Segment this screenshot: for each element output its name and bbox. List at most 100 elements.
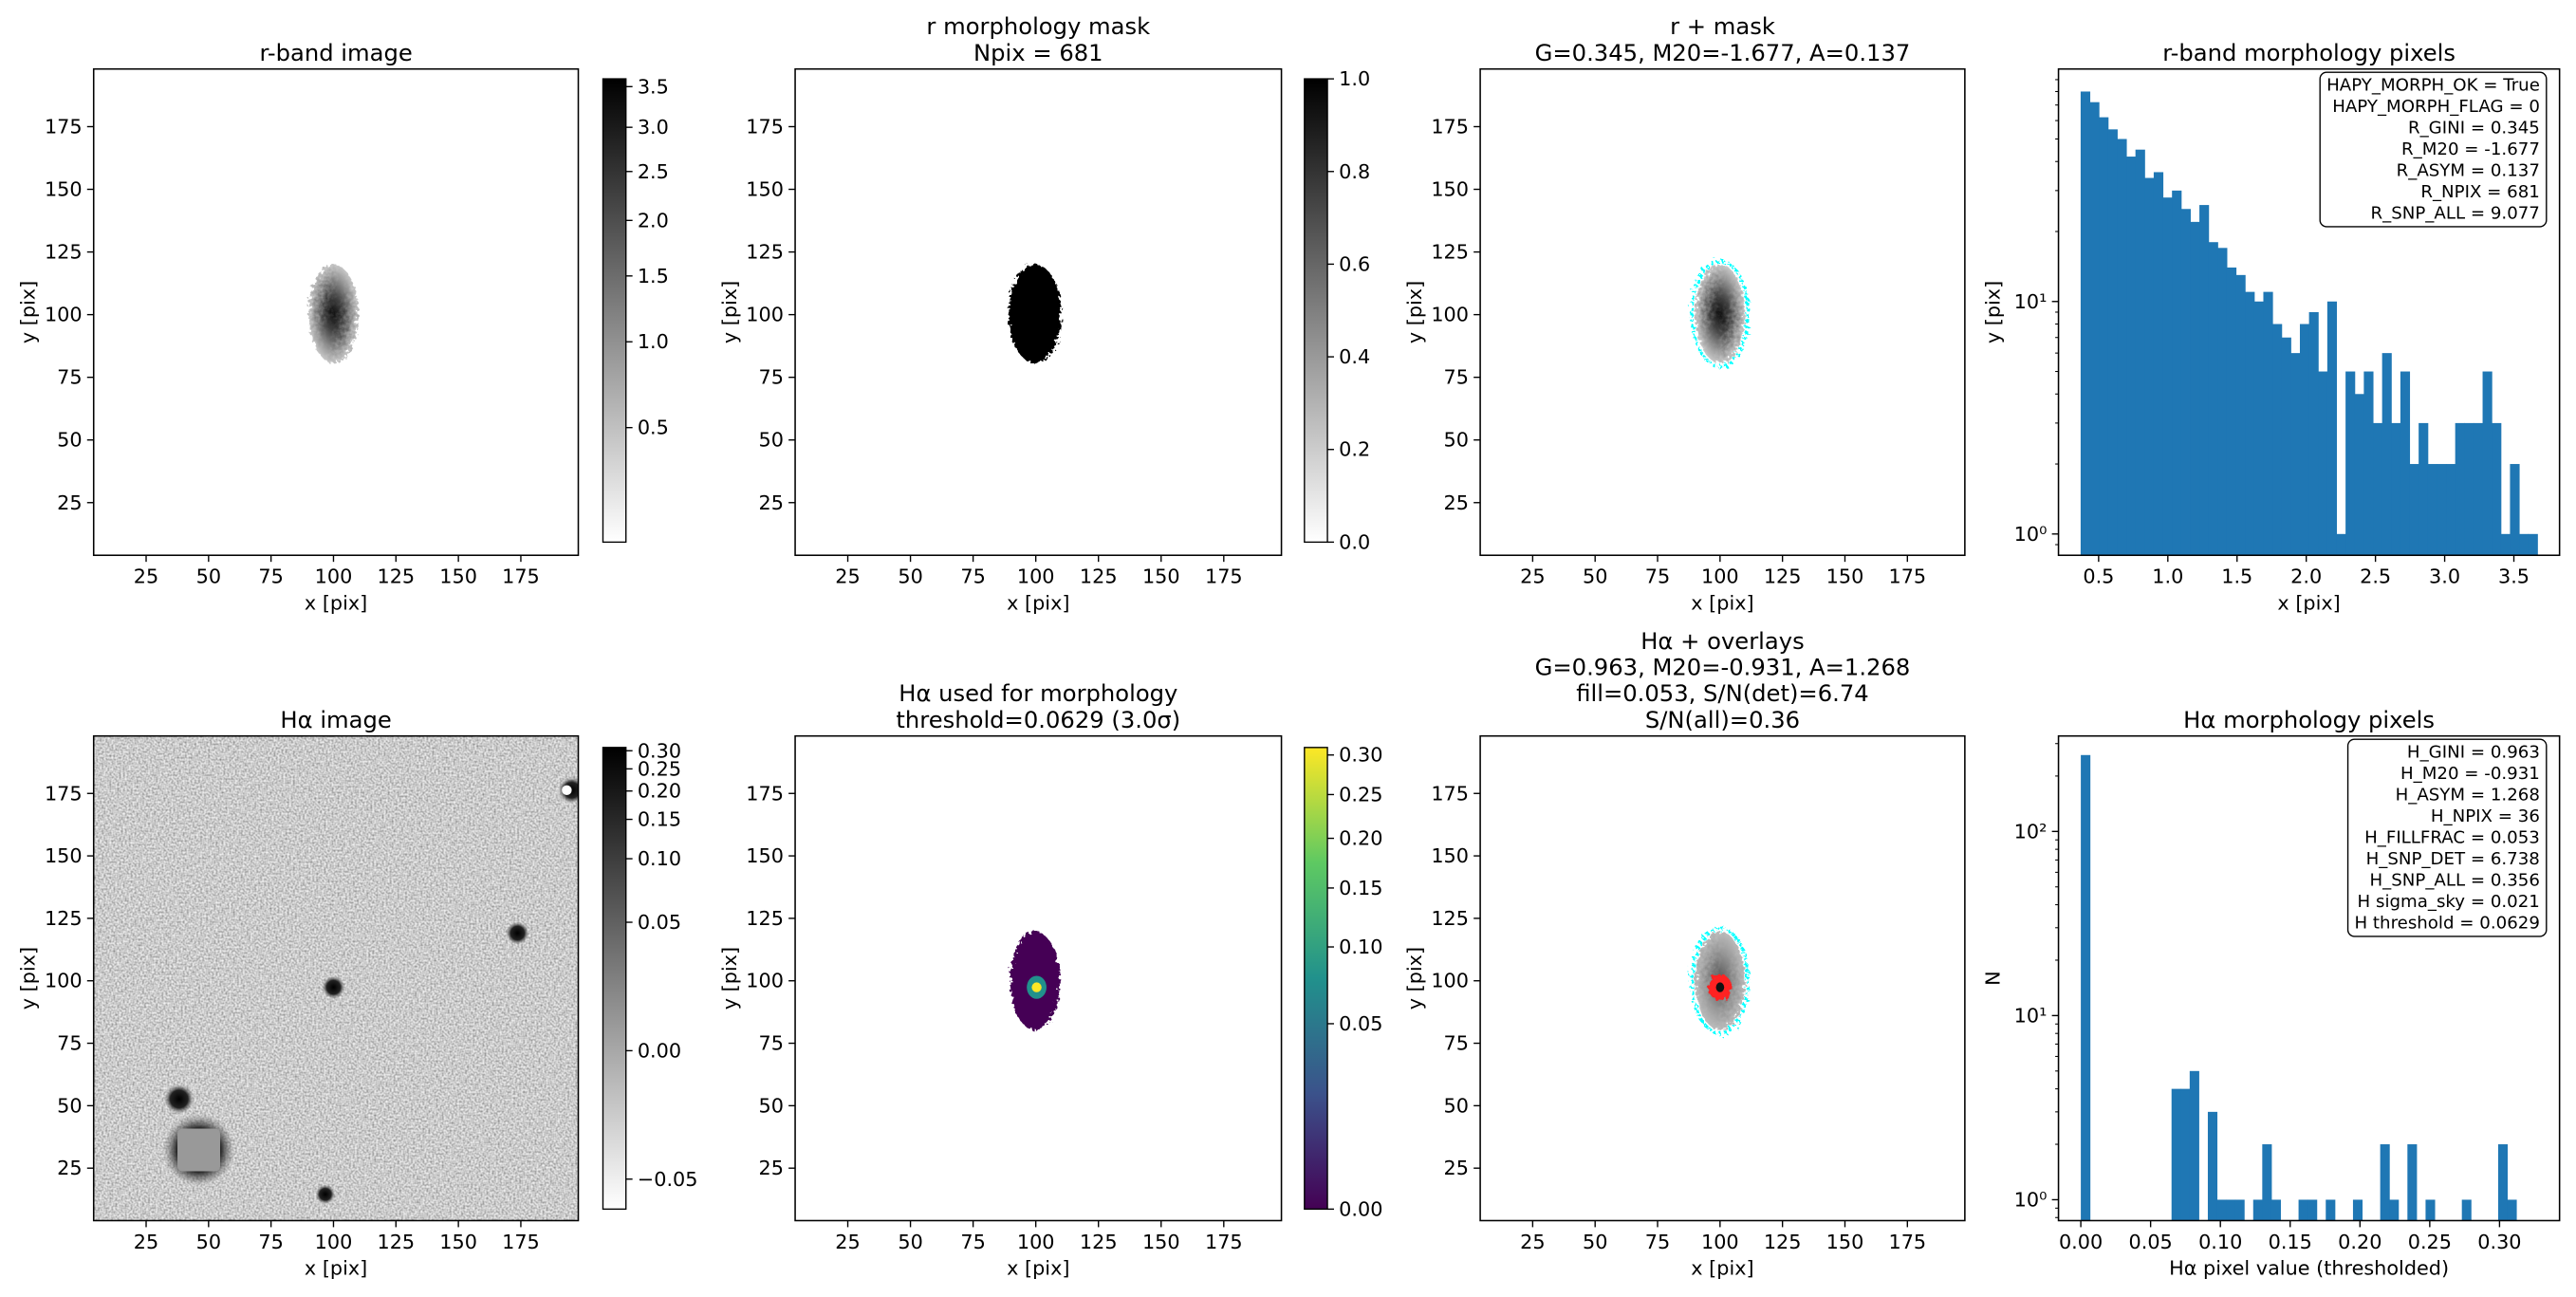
colorbar xyxy=(602,78,627,544)
y-tick-label: 50 xyxy=(758,429,783,452)
y-tick-label: 150 xyxy=(1431,178,1469,201)
bar xyxy=(2373,422,2383,556)
bar xyxy=(2081,754,2091,1221)
colorbar-tick-label: 0.30 xyxy=(1339,744,1382,767)
colorbar-tick-label: 0.0 xyxy=(1339,530,1370,553)
colorbar-tick-label: 0.15 xyxy=(638,808,681,831)
detection-core xyxy=(1715,982,1725,992)
panel-title: r-band image xyxy=(259,39,412,66)
y-tick-label: 100 xyxy=(45,970,83,992)
y-axis-label: y [pix] xyxy=(16,947,39,1010)
bar xyxy=(2318,371,2328,556)
colorbar-tick-label: 2.0 xyxy=(638,209,669,232)
bar xyxy=(2427,464,2437,556)
x-tick-label: 75 xyxy=(1645,565,1670,588)
annotation-line: R_GINI = 0.345 xyxy=(2408,119,2540,139)
y-tick-label: 175 xyxy=(1431,782,1469,805)
x-tick-label: 75 xyxy=(960,1231,985,1253)
colorbar-tick-label: 2.5 xyxy=(638,160,669,183)
y-axis-label: y [pix] xyxy=(1981,281,2004,343)
colorbar-tick-label: 0.05 xyxy=(638,911,681,934)
annotation-line: R_ASYM = 0.137 xyxy=(2397,161,2540,181)
bar xyxy=(2099,117,2109,556)
bar xyxy=(2272,324,2283,556)
annotation-line: H sigma_sky = 0.021 xyxy=(2358,892,2540,912)
colorbar-tick-label: 1.0 xyxy=(638,330,669,353)
bar xyxy=(2409,464,2419,556)
bar xyxy=(2216,1199,2227,1221)
panel-title: Npix = 681 xyxy=(973,39,1103,66)
x-tick-label: 0.05 xyxy=(2129,1231,2173,1253)
bar xyxy=(2307,1199,2318,1221)
y-tick-label: 75 xyxy=(1444,366,1469,389)
y-axis-label: N xyxy=(1981,971,2004,986)
bar xyxy=(2400,371,2411,556)
bar xyxy=(2235,274,2246,556)
y-tick-label: 175 xyxy=(746,115,784,138)
y-tick-label: 25 xyxy=(57,491,82,514)
bar xyxy=(2180,1088,2191,1221)
panel-title: Hα used for morphology xyxy=(899,679,1177,707)
y-tick-label: 75 xyxy=(57,366,82,389)
panel-title: G=0.963, M20=-0.931, A=1.268 xyxy=(1535,653,1911,680)
bar xyxy=(2528,533,2538,556)
bright-core xyxy=(1031,982,1042,992)
bar xyxy=(2425,1199,2436,1221)
y-tick-label: 50 xyxy=(57,1094,82,1117)
bar xyxy=(2507,1199,2517,1221)
x-tick-label: 150 xyxy=(439,565,477,588)
bar xyxy=(2153,172,2164,556)
bar xyxy=(2380,1144,2390,1221)
y-tick-label: 50 xyxy=(1444,1094,1469,1117)
bar xyxy=(2418,422,2429,556)
colorbar xyxy=(1304,78,1328,544)
bar xyxy=(2363,371,2374,556)
panel-title: Hα image xyxy=(280,706,391,733)
x-axis-label: x [pix] xyxy=(1691,591,1753,614)
bar xyxy=(2144,177,2155,556)
y-axis-label: y [pix] xyxy=(1403,947,1426,1010)
bar xyxy=(2281,337,2291,556)
source xyxy=(164,1084,195,1114)
annotation-line: H_FILLFRAC = 0.053 xyxy=(2364,828,2540,848)
bar xyxy=(2162,197,2173,556)
y-tick-label: 10¹ xyxy=(2014,290,2048,313)
y-tick-label: 125 xyxy=(746,241,784,264)
y-tick-label: 150 xyxy=(746,178,784,201)
y-axis-label: y [pix] xyxy=(16,281,39,343)
x-tick-label: 150 xyxy=(1826,1231,1864,1253)
annotation-line: H_SNP_DET = 6.738 xyxy=(2366,849,2540,869)
x-tick-label: 75 xyxy=(258,1231,283,1253)
x-tick-label: 75 xyxy=(960,565,985,588)
colorbar-tick-label: 0.10 xyxy=(1339,936,1382,958)
annotation-line: R_M20 = -1.677 xyxy=(2401,139,2540,159)
axes-frame xyxy=(1479,67,1966,557)
colorbar-tick-label: 0.25 xyxy=(638,757,681,780)
panel-title: r + mask xyxy=(1670,12,1775,40)
colorbar-tick-label: 0.4 xyxy=(1339,345,1370,368)
annotation-frame xyxy=(2319,71,2548,228)
annotation-line: H_M20 = -0.931 xyxy=(2400,764,2540,784)
bar xyxy=(2180,209,2191,556)
bar xyxy=(2245,291,2255,556)
x-tick-label: 100 xyxy=(315,1231,353,1253)
x-axis-label: x [pix] xyxy=(1007,1257,1069,1280)
x-tick-label: 25 xyxy=(835,1231,860,1253)
x-axis-label: Hα pixel value (thresholded) xyxy=(2169,1257,2449,1280)
x-tick-label: 150 xyxy=(1142,565,1180,588)
colorbar-tick-label: 1.5 xyxy=(638,265,669,287)
annotation-line: H_ASYM = 1.268 xyxy=(2396,786,2540,806)
bar xyxy=(2381,353,2392,556)
y-tick-label: 175 xyxy=(746,782,784,805)
bar xyxy=(2352,1199,2363,1221)
bar xyxy=(2226,1199,2236,1221)
y-tick-label: 75 xyxy=(758,1032,783,1055)
x-tick-label: 125 xyxy=(1764,1231,1802,1253)
y-tick-label: 100 xyxy=(1431,970,1469,992)
x-tick-label: 150 xyxy=(1142,1231,1180,1253)
axes-frame xyxy=(92,734,580,1222)
x-tick-label: 50 xyxy=(1583,1231,1607,1253)
source xyxy=(506,921,529,945)
x-axis-label: x [pix] xyxy=(1691,1257,1753,1280)
